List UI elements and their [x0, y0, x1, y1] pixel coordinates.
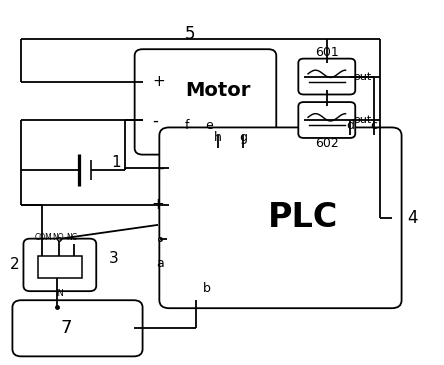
Text: f: f: [184, 119, 189, 132]
Text: +: +: [152, 74, 165, 89]
Text: 602: 602: [315, 137, 339, 150]
Text: out: out: [353, 115, 372, 125]
FancyBboxPatch shape: [159, 127, 401, 308]
Text: 601: 601: [315, 46, 339, 59]
Text: e: e: [205, 119, 213, 132]
Text: -: -: [152, 111, 158, 129]
Bar: [38, 255, 82, 278]
Text: d: d: [346, 119, 354, 132]
Text: 5: 5: [185, 25, 196, 43]
FancyBboxPatch shape: [12, 300, 143, 356]
Text: NO: NO: [52, 233, 64, 242]
Text: -: -: [158, 161, 164, 176]
FancyBboxPatch shape: [298, 59, 355, 95]
Text: c: c: [371, 119, 378, 132]
Text: +: +: [151, 197, 164, 212]
Text: COM: COM: [35, 233, 52, 242]
FancyBboxPatch shape: [135, 49, 276, 155]
Text: 2: 2: [9, 257, 19, 272]
FancyBboxPatch shape: [24, 239, 96, 291]
Text: Motor: Motor: [185, 81, 251, 100]
Text: PLC: PLC: [268, 201, 338, 234]
Text: out: out: [353, 72, 372, 81]
Text: b: b: [202, 282, 210, 295]
Text: NC: NC: [67, 233, 78, 242]
Text: 4: 4: [407, 209, 418, 227]
Text: 1: 1: [112, 155, 121, 170]
Text: 7: 7: [60, 319, 72, 337]
Text: h: h: [214, 131, 222, 144]
FancyBboxPatch shape: [298, 102, 355, 138]
Text: IN: IN: [56, 289, 64, 297]
Text: a: a: [156, 257, 164, 270]
Text: 3: 3: [109, 251, 119, 266]
Text: g: g: [239, 131, 247, 144]
